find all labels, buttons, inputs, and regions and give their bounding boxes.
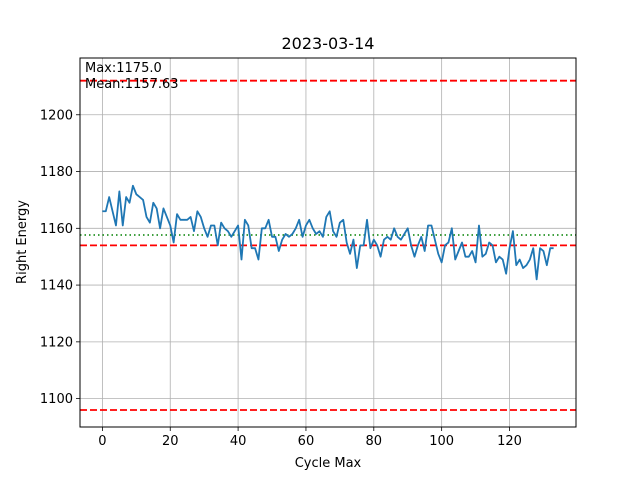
x-tick-label: 40	[230, 434, 247, 449]
mean-annotation: Mean:1157.63	[85, 77, 179, 92]
reference-lines	[80, 79, 576, 411]
x-axis-label: Cycle Max	[295, 456, 362, 471]
y-axis-label: Right Energy	[15, 200, 30, 284]
series-line	[102, 184, 554, 281]
max-annotation: Max:1175.0	[85, 61, 162, 76]
x-axis: 0 20 40 60 80 100 120	[98, 427, 522, 449]
x-tick-label: 100	[429, 434, 454, 449]
x-tick-label: 20	[162, 434, 179, 449]
grid	[80, 58, 576, 427]
y-tick-label: 1160	[40, 222, 73, 237]
y-tick-label: 1100	[40, 392, 73, 407]
y-tick-label: 1140	[40, 279, 73, 294]
x-tick-label: 80	[366, 434, 383, 449]
y-tick-label: 1120	[40, 335, 73, 350]
chart-title: 2023-03-14	[282, 34, 375, 53]
x-tick-label: 0	[98, 434, 106, 449]
x-tick-label: 120	[497, 434, 522, 449]
y-tick-label: 1180	[40, 165, 73, 180]
plot-frame	[79, 57, 577, 428]
x-tick-label: 60	[298, 434, 315, 449]
y-tick-label: 1200	[40, 108, 73, 123]
y-axis: 1100 1120 1140 1160 1180 1200	[40, 108, 80, 407]
